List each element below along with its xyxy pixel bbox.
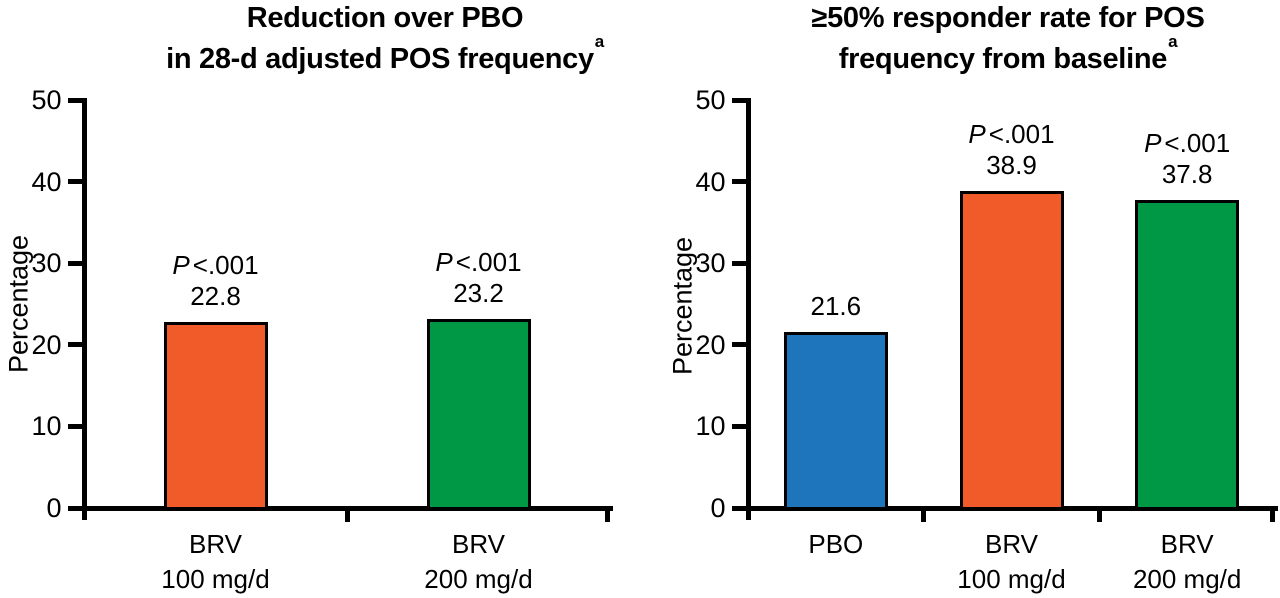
x-tick [344, 505, 350, 522]
x-tick [921, 505, 927, 522]
bar-value-label: 22.8 [190, 280, 241, 311]
x-category-label-brv-200-mg-d: BRV 200 mg/d [369, 527, 589, 597]
x-category-label-brv-100-mg-d: BRV 100 mg/d [902, 527, 1122, 597]
y-tick-label: 30 [31, 248, 62, 279]
p-value-italic: P [1144, 127, 1162, 158]
y-tick [731, 423, 751, 429]
bar-label-brv-200-mg-d: P <.001 23.2 [369, 247, 589, 309]
y-tick-label: 30 [695, 248, 726, 279]
y-tick [731, 179, 751, 185]
y-tick-label: 40 [31, 166, 62, 197]
x-category-label-line: 100 mg/d [161, 564, 270, 594]
p-value-label: P <.001 [1077, 128, 1280, 159]
bar-label-brv-200-mg-d: P <.001 37.8 [1077, 128, 1280, 190]
bar-value-label: 21.6 [810, 290, 862, 321]
bar-value-label: 38.9 [986, 149, 1037, 180]
bar-label-brv-100-mg-d: P <.001 22.8 [106, 250, 326, 312]
x-category-label-line: BRV [452, 529, 505, 559]
bar-brv-100-mg-d [163, 321, 268, 511]
y-axis [745, 97, 751, 520]
p-value-rest: <.001 [192, 249, 259, 280]
title-superscript: a [1168, 32, 1178, 51]
x-category-label-line: 100 mg/d [957, 564, 1066, 594]
bar-value-label: 37.8 [1161, 158, 1213, 189]
bar-label-pbo: 21.6 [726, 291, 946, 322]
p-value-label: P <.001 [369, 247, 589, 278]
p-value-italic: P [435, 246, 453, 277]
x-category-label-line: BRV [1160, 529, 1214, 559]
x-category-label-brv-200-mg-d: BRV 200 mg/d [1077, 527, 1280, 597]
y-tick [67, 260, 87, 266]
y-tick-label: 0 [710, 493, 726, 523]
y-tick [67, 423, 87, 429]
y-tick [67, 97, 87, 103]
bar-value-label: 23.2 [453, 277, 504, 308]
x-category-label-line: 200 mg/d [1132, 564, 1242, 594]
x-tick [1096, 505, 1102, 522]
left-chart-title: Reduction over PBO in 28-d adjusted POS f… [85, 1, 685, 76]
p-value-rest: <.001 [1164, 127, 1231, 158]
left-chart-title-line-2: in 28-d adjusted POS frequencya [166, 32, 604, 75]
y-tick-label: 10 [695, 411, 726, 442]
y-axis [81, 97, 87, 520]
bar-pbo [783, 331, 888, 511]
x-category-label-brv-100-mg-d: BRV 100 mg/d [106, 527, 326, 597]
p-value-italic: P [172, 249, 190, 280]
p-value-italic: P [968, 118, 986, 149]
y-tick-label: 20 [695, 329, 726, 360]
p-value-rest: <.001 [455, 246, 522, 277]
y-tick-label: 0 [46, 493, 62, 523]
x-category-label-pbo: PBO [726, 527, 946, 562]
x-category-label-line: 200 mg/d [424, 564, 533, 594]
y-tick-label: 40 [695, 166, 726, 197]
bar-label-brv-100-mg-d: P <.001 38.9 [902, 119, 1122, 181]
y-tick [67, 179, 87, 185]
y-tick-label: 50 [695, 85, 726, 115]
p-value-label: P <.001 [106, 250, 326, 281]
y-tick-label: 50 [31, 85, 62, 115]
y-tick-label: 20 [31, 329, 62, 360]
right-chart-title: ≥50% responder rate for POS frequency fro… [708, 1, 1280, 76]
x-category-label-line: PBO [808, 529, 864, 559]
bar-brv-200-mg-d [1135, 199, 1240, 511]
x-tick [605, 505, 610, 522]
y-tick [731, 260, 751, 266]
right-chart-title-line-1: ≥50% responder rate for POS [811, 2, 1205, 34]
y-tick [67, 505, 87, 511]
x-category-label-line: BRV [189, 529, 242, 559]
right-chart-title-line-2: frequency from baselinea [838, 32, 1178, 75]
bar-brv-100-mg-d [959, 190, 1064, 511]
title-superscript: a [594, 32, 604, 51]
y-tick [731, 505, 751, 511]
y-tick [67, 342, 87, 348]
x-tick [1270, 505, 1275, 522]
left-chart-title-line-1: Reduction over PBO [246, 2, 524, 34]
p-value-rest: <.001 [988, 118, 1055, 149]
x-category-label-line: BRV [985, 529, 1038, 559]
bar-brv-200-mg-d [426, 318, 531, 511]
y-tick-label: 10 [31, 411, 62, 442]
y-tick [731, 97, 751, 103]
y-tick [731, 342, 751, 348]
p-value-label: P <.001 [902, 119, 1122, 150]
